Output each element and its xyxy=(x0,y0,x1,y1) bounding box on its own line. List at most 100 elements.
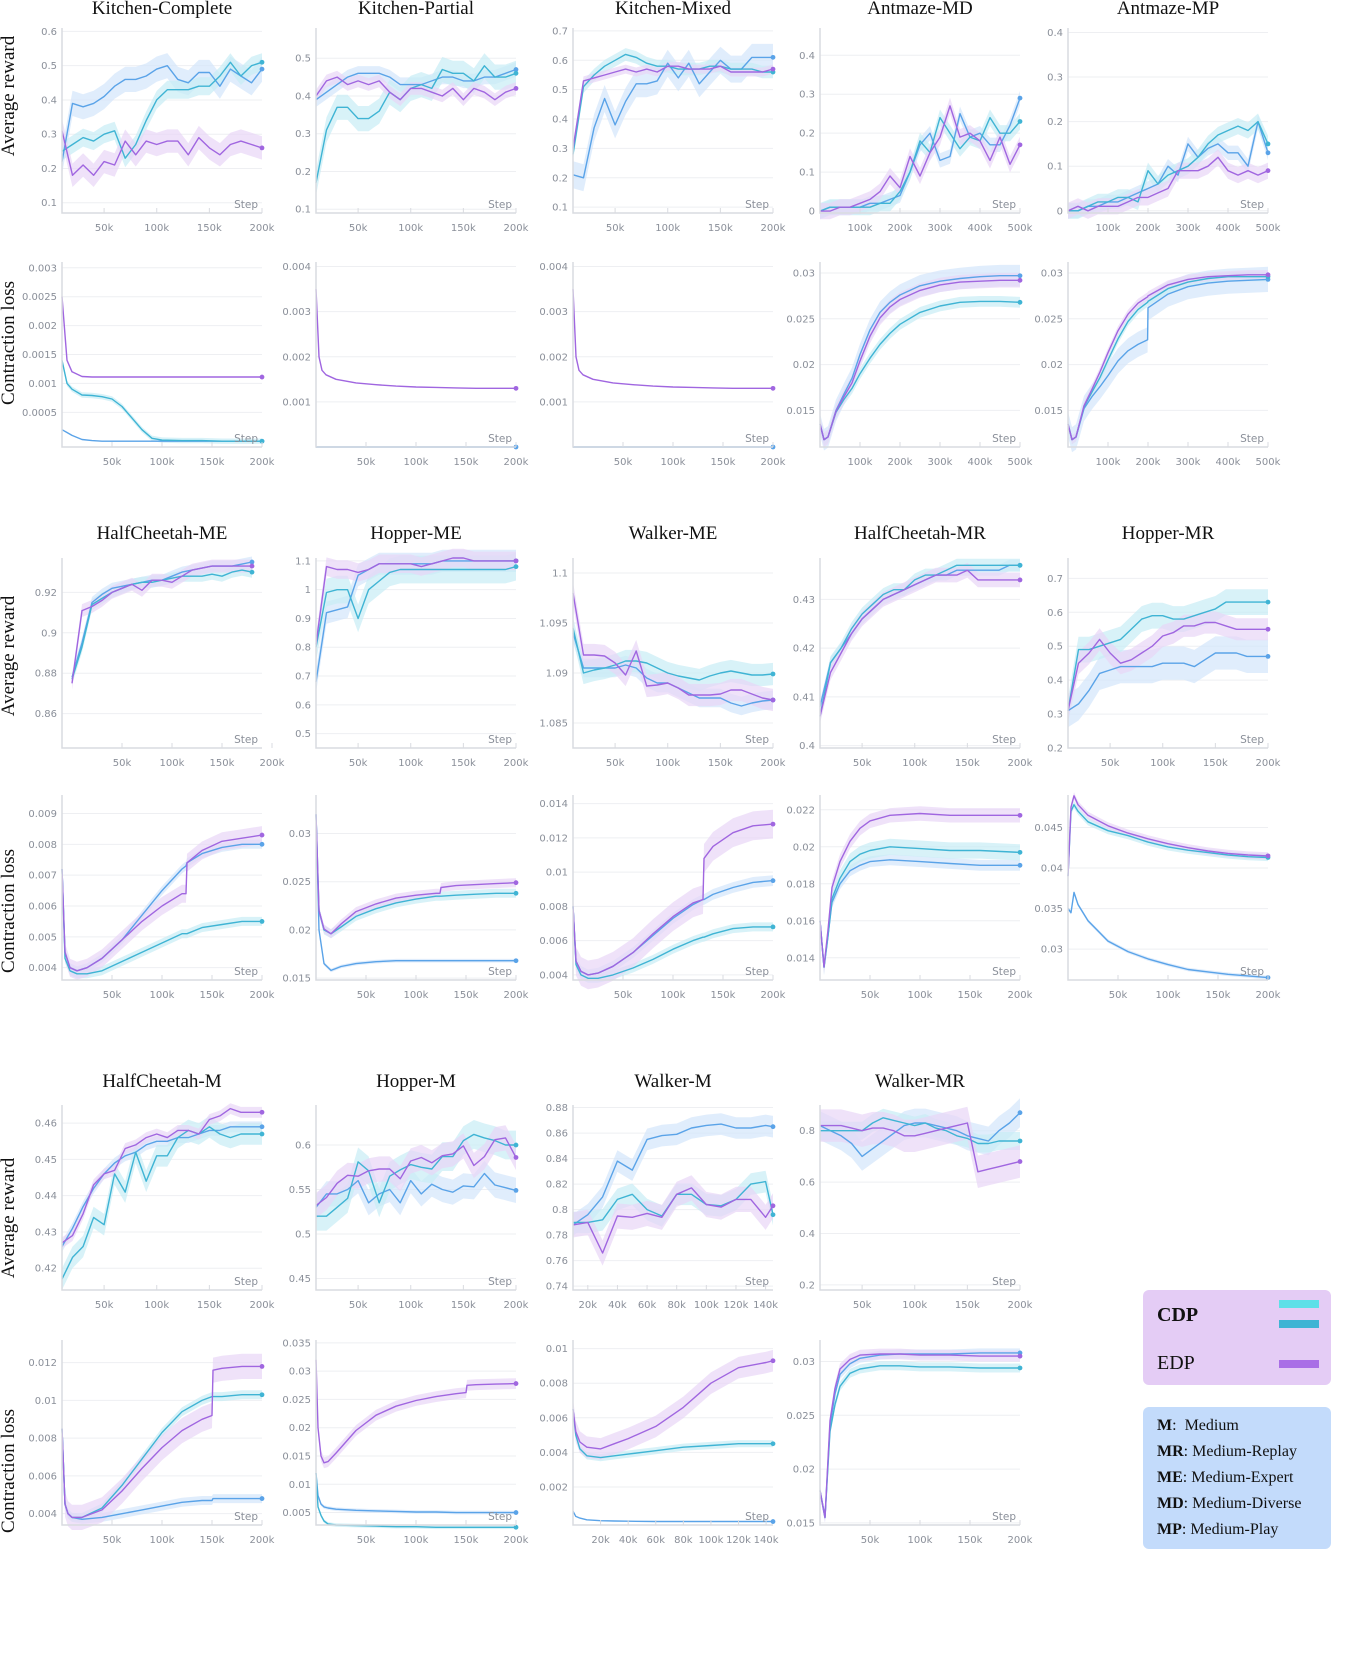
svg-text:40k: 40k xyxy=(619,1535,638,1546)
svg-text:200k: 200k xyxy=(761,758,786,769)
svg-text:1.085: 1.085 xyxy=(539,719,568,730)
svg-text:Step: Step xyxy=(1240,433,1264,445)
svg-text:0.006: 0.006 xyxy=(28,1471,57,1482)
svg-text:0.42: 0.42 xyxy=(35,1264,57,1275)
svg-text:Step: Step xyxy=(745,199,769,211)
row-label-loss-1: Contraction loss xyxy=(0,280,19,406)
svg-text:Step: Step xyxy=(488,966,512,978)
svg-text:0.004: 0.004 xyxy=(28,963,57,974)
svg-text:80k: 80k xyxy=(667,1300,686,1311)
svg-text:Step: Step xyxy=(234,1276,258,1288)
svg-text:0.4: 0.4 xyxy=(41,95,57,106)
svg-text:Step: Step xyxy=(745,1511,769,1523)
svg-text:50k: 50k xyxy=(349,758,368,769)
svg-text:200k: 200k xyxy=(504,758,529,769)
svg-text:0.01: 0.01 xyxy=(546,868,568,879)
svg-text:0.035: 0.035 xyxy=(1034,904,1063,915)
svg-text:200k: 200k xyxy=(504,457,529,468)
svg-text:120k: 120k xyxy=(724,1300,749,1311)
svg-text:100k: 100k xyxy=(655,758,680,769)
svg-text:0.4: 0.4 xyxy=(1047,676,1063,687)
svg-text:20k: 20k xyxy=(579,1300,598,1311)
svg-text:0.02: 0.02 xyxy=(793,360,815,371)
chart-wm-r: 0.74 0.76 0.78 0.8 0.82 0.84 0.86 0.88 20k 40k 60k… xyxy=(546,1103,778,1316)
svg-text:0.0015: 0.0015 xyxy=(22,350,57,361)
svg-text:150k: 150k xyxy=(451,1300,476,1311)
svg-text:500k: 500k xyxy=(1256,223,1281,234)
svg-text:300k: 300k xyxy=(1176,223,1201,234)
svg-text:50k: 50k xyxy=(1109,990,1128,1001)
svg-text:100k: 100k xyxy=(150,1535,175,1546)
svg-text:150k: 150k xyxy=(708,758,733,769)
svg-text:100k: 100k xyxy=(160,758,185,769)
svg-text:1.1: 1.1 xyxy=(552,569,568,580)
row-label-reward-2: Average reward xyxy=(0,595,19,717)
svg-text:0.0025: 0.0025 xyxy=(22,292,57,303)
abbreviation-legend: M: Medium MR: Medium-Replay ME: Medium-E… xyxy=(1143,1407,1331,1549)
svg-text:0.002: 0.002 xyxy=(282,352,311,363)
svg-text:0.7: 0.7 xyxy=(1047,574,1063,585)
svg-text:0.5: 0.5 xyxy=(41,61,57,72)
svg-text:0.001: 0.001 xyxy=(539,397,568,408)
svg-text:0.6: 0.6 xyxy=(552,56,568,67)
chart-hme-l: 0.015 0.02 0.025 0.03 50k 100k 150k 200k Step xyxy=(282,795,529,1006)
svg-text:0.003: 0.003 xyxy=(539,307,568,318)
svg-text:Step: Step xyxy=(234,734,258,746)
svg-text:0.7: 0.7 xyxy=(295,672,311,683)
svg-text:50k: 50k xyxy=(606,223,625,234)
svg-text:150k: 150k xyxy=(958,1535,983,1546)
svg-text:200k: 200k xyxy=(761,223,786,234)
svg-text:0.004: 0.004 xyxy=(539,262,568,273)
svg-text:0.01: 0.01 xyxy=(35,1396,57,1407)
svg-text:0.3: 0.3 xyxy=(1047,710,1063,721)
svg-text:50k: 50k xyxy=(357,990,376,1001)
chart-title: Walker-MR xyxy=(875,1071,965,1092)
svg-text:0.1: 0.1 xyxy=(1047,162,1063,173)
svg-text:0.86: 0.86 xyxy=(35,709,57,720)
svg-text:Step: Step xyxy=(488,1276,512,1288)
svg-text:200k: 200k xyxy=(888,457,913,468)
svg-text:100k: 100k xyxy=(144,223,169,234)
svg-text:0.008: 0.008 xyxy=(539,902,568,913)
abbr-item: M: Medium xyxy=(1157,1417,1239,1434)
svg-text:50k: 50k xyxy=(614,990,633,1001)
svg-text:0.022: 0.022 xyxy=(786,805,815,816)
chart-wme-r: 1.085 1.09 1.095 1.1 50k 100k 150k 200k Step xyxy=(539,558,786,774)
svg-text:150k: 150k xyxy=(955,1300,980,1311)
svg-text:0.04: 0.04 xyxy=(1041,864,1063,875)
svg-text:Step: Step xyxy=(234,1511,258,1523)
svg-text:0.045: 0.045 xyxy=(1034,823,1063,834)
svg-text:100k: 100k xyxy=(661,990,686,1001)
chart-hm-r: 0.45 0.5 0.55 0.6 50k 100k 150k 200k Step xyxy=(289,1105,529,1316)
svg-text:100k: 100k xyxy=(398,223,423,234)
svg-text:0.003: 0.003 xyxy=(28,263,57,274)
svg-text:100k: 100k xyxy=(661,457,686,468)
svg-text:0.8: 0.8 xyxy=(295,643,311,654)
svg-text:150k: 150k xyxy=(958,990,983,1001)
svg-text:0.1: 0.1 xyxy=(552,203,568,214)
svg-text:Step: Step xyxy=(745,966,769,978)
svg-text:0.3: 0.3 xyxy=(1047,73,1063,84)
svg-text:50k: 50k xyxy=(357,1535,376,1546)
svg-text:50k: 50k xyxy=(349,223,368,234)
svg-text:200k: 200k xyxy=(250,1535,275,1546)
chart-title: Hopper-ME xyxy=(370,523,462,544)
svg-text:0.03: 0.03 xyxy=(289,1367,311,1378)
svg-text:0.03: 0.03 xyxy=(793,268,815,279)
chart-title: Antmaze-MP xyxy=(1116,0,1220,19)
svg-text:150k: 150k xyxy=(711,990,736,1001)
svg-text:Step: Step xyxy=(992,199,1016,211)
legend-label-cdp: CDP xyxy=(1157,1304,1199,1326)
method-legend: CDP EDP xyxy=(1143,1290,1331,1385)
svg-text:0.74: 0.74 xyxy=(546,1282,568,1293)
svg-text:0.7: 0.7 xyxy=(552,26,568,37)
chart-hmr-r: 0.2 0.3 0.4 0.5 0.6 0.7 50k 100k 150k 200k Step xyxy=(1047,558,1281,774)
svg-text:0.006: 0.006 xyxy=(28,902,57,913)
svg-text:150k: 150k xyxy=(454,1535,479,1546)
svg-text:0: 0 xyxy=(1057,206,1063,217)
svg-text:0.001: 0.001 xyxy=(282,397,311,408)
svg-text:100k: 100k xyxy=(655,223,680,234)
svg-text:0.004: 0.004 xyxy=(539,1448,568,1459)
svg-text:0.008: 0.008 xyxy=(28,840,57,851)
svg-text:0.005: 0.005 xyxy=(28,932,57,943)
